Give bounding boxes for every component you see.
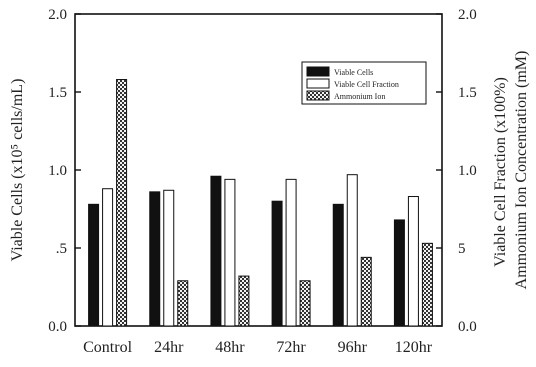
plot-frame: [74, 13, 443, 327]
bar-viable-cell-fraction-96hr: [346, 174, 358, 327]
x-tick-label-96hr: 96hr: [338, 339, 368, 356]
y-axis-left: 0.0 .5 1.0 1.5 2.0: [48, 7, 81, 335]
x-axis: Control 24hr 48hr 72hr 96hr 120hr: [83, 339, 433, 356]
y-right-tick-label: 5: [458, 241, 466, 257]
y-axis-right: 0.0 5 1.0 1.5 2.0: [436, 7, 477, 335]
bar-viable-cell-fraction-120hr: [407, 196, 419, 327]
legend-swatch-ammonium-ion: [306, 90, 330, 101]
y-axis-right-label-line1: Viable Cell Fraction (x100%): [492, 77, 509, 267]
bar-viable-cells-120hr: [393, 219, 405, 327]
bar-viable-cells-48hr: [210, 175, 222, 327]
y-left-tick-label: 1.5: [48, 85, 67, 101]
bar-viable-cells-control: [88, 203, 100, 327]
bar-ammonium-ion-96hr: [360, 256, 372, 327]
y-left-tick-label: 1.0: [48, 163, 67, 179]
x-tick-label-24hr: 24hr: [154, 339, 184, 356]
bar-ammonium-ion-48hr: [238, 275, 250, 327]
y-axis-left-label: Viable Cells (x10⁵ cells/mL): [9, 79, 26, 262]
bar-viable-cells-96hr: [332, 203, 344, 327]
bar-viable-cells-24hr: [149, 191, 161, 327]
bar-series-group: [88, 79, 433, 327]
legend-swatch-viable-cell-fraction: [306, 78, 330, 89]
y-left-tick-label: .5: [56, 241, 67, 257]
bar-ammonium-ion-72hr: [299, 280, 311, 327]
y-right-tick-label: 1.0: [458, 163, 477, 179]
y-left-tick-label: 0.0: [48, 319, 67, 335]
legend-label-ammonium-ion: Ammonium Ion: [334, 92, 385, 101]
bar-viable-cells-72hr: [271, 200, 283, 327]
y-axis-right-label-line2: Ammonium Ion Concentration (mM): [513, 51, 530, 290]
x-tick-label-120hr: 120hr: [395, 339, 433, 356]
x-tick-label-control: Control: [83, 339, 132, 356]
bar-ammonium-ion-control: [116, 79, 128, 327]
legend-label-viable-cell-fraction: Viable Cell Fraction: [334, 80, 399, 89]
bar-ammonium-ion-24hr: [177, 280, 189, 327]
bar-viable-cell-fraction-24hr: [163, 189, 175, 327]
y-left-tick-label: 2.0: [48, 7, 67, 23]
bar-viable-cell-fraction-48hr: [224, 178, 236, 327]
bar-viable-cell-fraction-72hr: [285, 178, 297, 327]
y-right-tick-label: 1.5: [458, 85, 477, 101]
x-tick-label-48hr: 48hr: [215, 339, 245, 356]
bar-viable-cell-fraction-control: [102, 188, 114, 327]
legend-label-viable-cells: Viable Cells: [334, 68, 373, 77]
y-right-tick-label: 2.0: [458, 7, 477, 23]
legend: Viable Cells Viable Cell Fraction Ammoni…: [301, 61, 427, 105]
bar-ammonium-ion-120hr: [421, 242, 433, 327]
x-tick-label-72hr: 72hr: [276, 339, 306, 356]
legend-swatch-viable-cells: [306, 66, 330, 77]
y-right-tick-label: 0.0: [458, 319, 477, 335]
